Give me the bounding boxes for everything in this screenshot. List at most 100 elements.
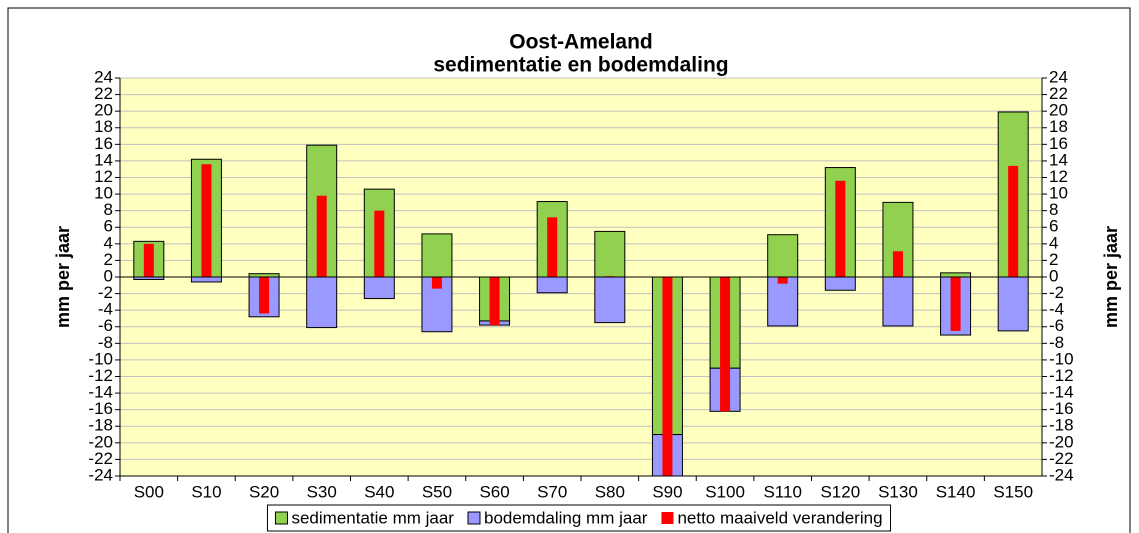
- y-tick-label: -6: [98, 316, 113, 335]
- x-tick-label: S90: [652, 482, 682, 501]
- bar: [190, 276, 222, 283]
- y-tick-label: -4: [98, 300, 113, 319]
- legend-label: bodemdaling mm jaar: [484, 508, 648, 527]
- x-tick-label: S60: [479, 482, 509, 501]
- legend-swatch: [661, 512, 674, 524]
- x-tick-label: S70: [537, 482, 567, 501]
- y2-tick-label: -6: [1049, 316, 1064, 335]
- y2-tick-label: 18: [1049, 117, 1068, 136]
- y2-tick-label: 10: [1049, 184, 1068, 203]
- y-tick-label: -8: [98, 333, 113, 352]
- y2-tick-label: 8: [1049, 200, 1058, 219]
- x-tick-label: S40: [364, 482, 394, 501]
- bars: [133, 111, 1029, 476]
- y-tick-label: 14: [94, 150, 113, 169]
- chart-subtitle: sedimentatie en bodemdaling: [433, 54, 728, 77]
- y2-tick-label: -4: [1049, 300, 1064, 319]
- y-tick-label: -18: [88, 416, 113, 435]
- y-tick-label: -14: [88, 383, 113, 402]
- y2-tick-label: -24: [1049, 465, 1074, 484]
- y2-tick-label: -22: [1049, 449, 1074, 468]
- y-tick-label: -20: [88, 432, 113, 451]
- bar: [374, 210, 385, 277]
- y-tick-label: -2: [98, 283, 113, 302]
- bar: [892, 251, 903, 277]
- legend-box: [266, 504, 892, 532]
- bar: [143, 243, 154, 277]
- bar: [489, 277, 500, 326]
- bar: [431, 277, 442, 289]
- x-tick-label: S50: [422, 482, 452, 501]
- y-tick-label: 20: [94, 101, 113, 120]
- y2-tick-label: -20: [1049, 432, 1074, 451]
- bar: [882, 276, 914, 327]
- y-tick-label: 0: [104, 266, 113, 285]
- bar: [594, 230, 626, 278]
- legend-swatch: [467, 511, 481, 525]
- y-tick-label: -22: [88, 449, 113, 468]
- y-tick-label: 8: [104, 200, 113, 219]
- y2-tick-label: -2: [1049, 283, 1064, 302]
- x-tick-label: S100: [705, 482, 745, 501]
- bar: [767, 276, 799, 327]
- y2-tick-label: 16: [1049, 134, 1068, 153]
- x-tick-label: S00: [134, 482, 164, 501]
- legend-swatch: [274, 511, 288, 525]
- bar: [536, 276, 568, 294]
- y-tick-label: 18: [94, 117, 113, 136]
- y-tick-label: -16: [88, 399, 113, 418]
- y2-tick-label: -8: [1049, 333, 1064, 352]
- legend-label: sedimentatie mm jaar: [291, 508, 454, 527]
- y2-tick-label: 20: [1049, 101, 1068, 120]
- bar: [316, 195, 327, 277]
- y2-tick-label: 6: [1049, 217, 1058, 236]
- y-tick-label: 22: [94, 84, 113, 103]
- y2-tick-label: -10: [1049, 349, 1074, 368]
- x-tick-label: S110: [763, 482, 801, 501]
- y2-tick-label: 24: [1049, 67, 1068, 86]
- y2-axis-label: mm per jaar: [1101, 226, 1121, 328]
- y2-tick-label: -14: [1049, 383, 1074, 402]
- legend: sedimentatie mm jaar bodemdaling mm jaar n…: [266, 504, 892, 532]
- y2-tick-label: 14: [1049, 150, 1068, 169]
- x-tick-label: S130: [878, 482, 918, 501]
- y2-tick-label: 12: [1049, 167, 1068, 186]
- x-tick-label: S140: [936, 482, 976, 501]
- bar: [824, 276, 856, 291]
- y2-tick-label: -16: [1049, 399, 1074, 418]
- bar: [940, 272, 972, 278]
- y-tick-label: 4: [104, 233, 113, 252]
- bar: [421, 233, 453, 278]
- chart-frame: [7, 7, 1131, 533]
- bar: [662, 277, 673, 476]
- bar: [950, 277, 961, 331]
- bar: [777, 277, 788, 284]
- legend-label: netto maaiveld verandering: [677, 508, 882, 527]
- chart-title: Oost-Ameland: [509, 31, 653, 54]
- y-tick-label: 16: [94, 134, 113, 153]
- bar: [201, 164, 212, 277]
- bar: [547, 217, 558, 277]
- x-tick-label: S80: [595, 482, 625, 501]
- y-tick-label: -24: [88, 465, 113, 484]
- y2-tick-label: 4: [1049, 233, 1058, 252]
- x-tick-label: S150: [993, 482, 1033, 501]
- y-tick-label: 24: [94, 67, 113, 86]
- y2-tick-label: 2: [1049, 250, 1058, 269]
- y-tick-label: -12: [88, 366, 113, 385]
- x-tick-label: S10: [191, 482, 221, 501]
- bar: [259, 277, 270, 314]
- y-tick-label: 10: [94, 184, 113, 203]
- x-tick-label: S20: [249, 482, 279, 501]
- y2-tick-label: 0: [1049, 266, 1058, 285]
- bar: [720, 277, 731, 412]
- y-tick-label: 2: [104, 250, 113, 269]
- y-tick-label: -10: [88, 349, 113, 368]
- x-tick-label: S120: [820, 482, 860, 501]
- y-axis-label: mm per jaar: [53, 226, 73, 328]
- y-tick-label: 12: [94, 167, 113, 186]
- y-tick-label: 6: [104, 217, 113, 236]
- bar: [997, 276, 1029, 332]
- bar: [767, 234, 799, 278]
